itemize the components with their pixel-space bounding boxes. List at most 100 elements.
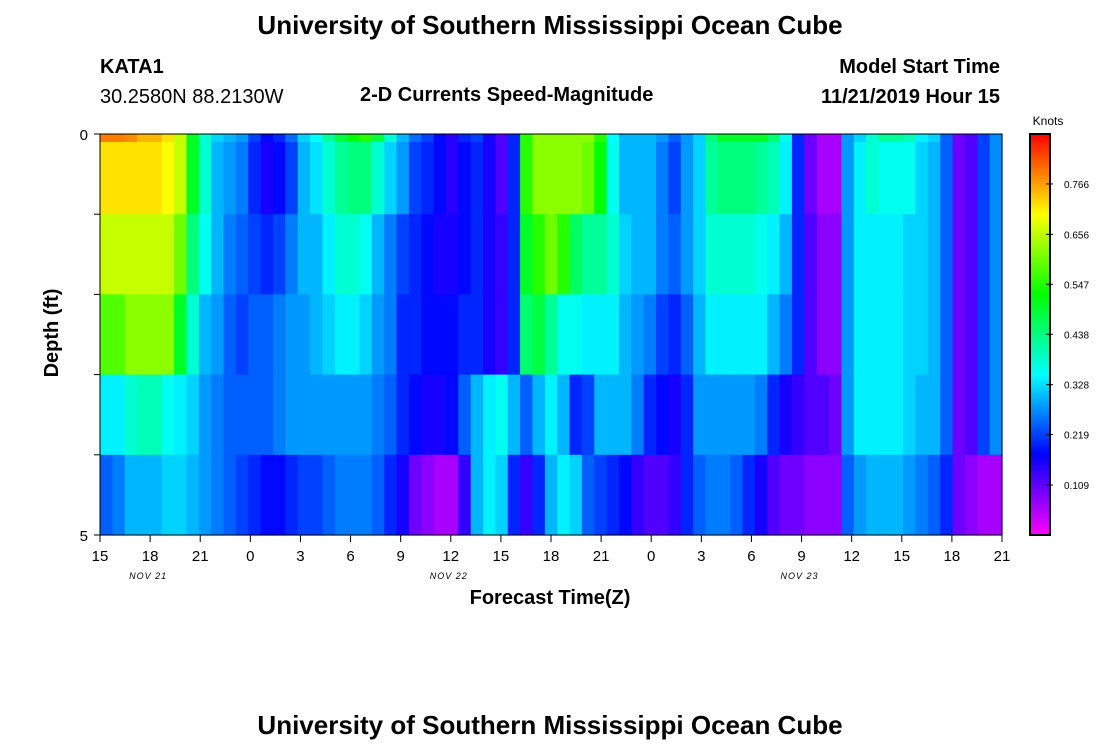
heatmap-cell [989, 214, 1003, 295]
heatmap-cell [680, 374, 694, 456]
heatmap-cell [495, 214, 509, 295]
heatmap-cell [581, 134, 595, 143]
heatmap-cell [260, 374, 274, 456]
heatmap-cell [384, 142, 398, 215]
colorbar-swatch [1030, 518, 1050, 522]
page-title: University of Southern Mississippi Ocean… [257, 10, 843, 40]
heatmap-cell [310, 294, 324, 376]
heatmap-cell [310, 454, 324, 536]
heatmap-cell [112, 134, 126, 143]
date-label: NOV 22 [430, 571, 468, 581]
x-tick-label: 6 [346, 548, 354, 565]
heatmap-cell [940, 374, 954, 456]
heatmap-cell [841, 134, 855, 143]
colorbar-swatch [1030, 514, 1050, 518]
x-tick-label: 18 [142, 548, 159, 565]
colorbar-swatch [1030, 254, 1050, 257]
heatmap-cell [272, 294, 286, 376]
heatmap-cells [100, 134, 1003, 536]
colorbar-swatch [1030, 370, 1050, 374]
heatmap-cell [100, 214, 113, 295]
heatmap-cell [606, 134, 620, 143]
heatmap-cell [767, 214, 781, 295]
heatmap-cell [742, 374, 756, 456]
date-label: NOV 23 [781, 571, 819, 581]
heatmap-cell [124, 454, 138, 536]
heatmap-cell [804, 294, 818, 376]
colorbar-swatch [1030, 460, 1050, 464]
heatmap-cell [693, 134, 707, 143]
x-tick-label: 15 [493, 548, 510, 565]
heatmap-cell [371, 374, 385, 456]
heatmap-cell [829, 214, 842, 295]
colorbar-swatch [1030, 274, 1050, 277]
colorbar-swatch [1030, 420, 1050, 424]
heatmap-cell [618, 454, 632, 536]
heatmap-cell [347, 142, 361, 215]
heatmap-cell [940, 454, 954, 536]
colorbar-swatch [1030, 502, 1050, 506]
heatmap-cell [248, 214, 262, 295]
heatmap-cell [458, 214, 472, 295]
colorbar-swatch [1030, 462, 1050, 466]
heatmap-cell [322, 374, 336, 456]
heatmap-cell [297, 294, 311, 376]
heatmap-cell [779, 134, 793, 143]
heatmap-cell [174, 142, 188, 215]
heatmap-cell [359, 454, 373, 536]
heatmap-cell [618, 374, 632, 456]
heatmap-cell [631, 294, 645, 376]
colorbar-swatch [1030, 444, 1050, 448]
colorbar-tick-label: 0.438 [1064, 330, 1089, 341]
colorbar-swatch [1030, 170, 1050, 173]
heatmap-cell [903, 454, 917, 536]
heatmap-cell [964, 134, 978, 143]
heatmap-cell [631, 134, 645, 143]
heatmap-cell [421, 134, 435, 143]
heatmap-cell [347, 374, 361, 456]
heatmap-cell [161, 454, 175, 536]
colorbar-swatch [1030, 512, 1050, 516]
colorbar-swatch [1030, 510, 1050, 514]
station-coords: 30.2580N 88.2130W [100, 86, 284, 108]
heatmap-cell [643, 294, 657, 376]
heatmap-cell [112, 142, 126, 215]
heatmap-cell [952, 454, 966, 536]
heatmap-cell [483, 134, 496, 143]
heatmap-cell [643, 134, 657, 143]
colorbar-swatch [1030, 140, 1050, 143]
colorbar-swatch [1030, 426, 1050, 430]
colorbar-swatch [1030, 398, 1050, 402]
heatmap-cell [940, 142, 954, 215]
heatmap-cell [532, 214, 546, 295]
heatmap-cell [433, 294, 447, 376]
heatmap-cell [594, 374, 608, 456]
heatmap-cell [174, 214, 188, 295]
heatmap-cell [272, 454, 286, 536]
heatmap-cell [964, 374, 978, 456]
colorbar-swatch [1030, 358, 1050, 362]
heatmap-cell [334, 454, 348, 536]
heatmap-cell [260, 454, 274, 536]
heatmap-cell [347, 134, 361, 143]
heatmap-cell [866, 294, 880, 376]
colorbar-tick-label: 0.219 [1064, 431, 1089, 442]
colorbar-swatch [1030, 168, 1050, 171]
heatmap-cell [520, 214, 534, 295]
colorbar-swatch [1030, 394, 1050, 398]
colorbar-swatch [1030, 182, 1050, 185]
heatmap-cell [804, 374, 818, 456]
heatmap-cell [618, 214, 632, 295]
heatmap-cell [742, 214, 756, 295]
colorbar-swatch [1030, 282, 1050, 285]
heatmap-cell [507, 142, 521, 215]
colorbar-swatch [1030, 338, 1050, 342]
heatmap-cell [507, 214, 521, 295]
heatmap-cell [557, 142, 571, 215]
heatmap-cell [297, 134, 311, 143]
colorbar-swatch [1030, 372, 1050, 376]
heatmap-cell [631, 454, 645, 536]
heatmap-cell [903, 294, 917, 376]
heatmap-cell [656, 142, 669, 215]
heatmap-cell [668, 142, 682, 215]
